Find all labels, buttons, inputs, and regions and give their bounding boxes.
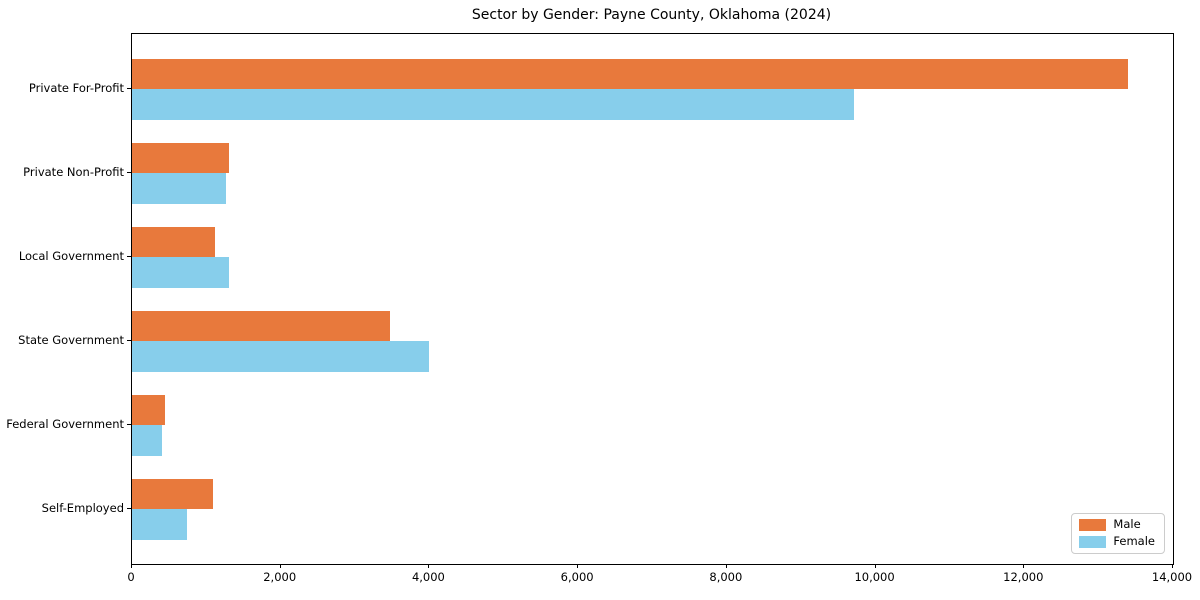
- x-tick-mark: [725, 564, 727, 568]
- legend-label: Male: [1113, 517, 1141, 532]
- x-tick-label: 8,000: [709, 570, 743, 584]
- x-tick-label: 12,000: [1003, 570, 1044, 584]
- x-tick-label: 0: [127, 570, 135, 584]
- y-tick-label: Private Non-Profit: [23, 165, 124, 179]
- x-tick-label: 2,000: [263, 570, 297, 584]
- x-tick-mark: [874, 564, 876, 568]
- bar-female-2: [132, 257, 230, 288]
- legend-entry-female: Female: [1079, 536, 1155, 548]
- x-tick-label: 10,000: [854, 570, 895, 584]
- legend-swatch-male: [1079, 519, 1107, 531]
- bar-male-3: [132, 310, 391, 341]
- x-tick-mark: [1023, 564, 1025, 568]
- y-tick-label: Federal Government: [6, 417, 124, 431]
- x-tick-label: 4,000: [411, 570, 445, 584]
- y-tick-label: State Government: [18, 333, 124, 347]
- y-tick-label: Self-Employed: [41, 501, 124, 515]
- x-tick-mark: [131, 564, 132, 568]
- y-tick-mark: [127, 88, 131, 89]
- y-tick-mark: [127, 172, 131, 173]
- bar-female-4: [132, 425, 162, 456]
- bar-female-1: [132, 173, 227, 204]
- x-tick-mark: [577, 564, 579, 568]
- bar-male-4: [132, 394, 166, 425]
- bar-male-2: [132, 226, 216, 257]
- y-tick-mark: [127, 424, 131, 425]
- legend-swatch-female: [1079, 536, 1107, 548]
- y-tick-mark: [127, 508, 131, 509]
- y-tick-label: Private For-Profit: [28, 81, 124, 95]
- bar-female-5: [132, 509, 188, 540]
- chart-title: Sector by Gender: Payne County, Oklahoma…: [471, 7, 832, 23]
- y-tick-mark: [127, 256, 131, 257]
- legend-label: Female: [1113, 534, 1155, 549]
- x-tick-label: 14,000: [1151, 570, 1193, 584]
- plot-area: Male Female: [131, 33, 1174, 565]
- legend-entry-male: Male: [1079, 519, 1155, 531]
- x-tick-label: 6,000: [560, 570, 594, 584]
- x-tick-mark: [428, 564, 430, 568]
- bar-female-0: [132, 89, 854, 120]
- bar-male-1: [132, 142, 230, 173]
- bar-male-0: [132, 58, 1129, 89]
- x-tick-mark: [279, 564, 281, 568]
- x-tick-mark: [1172, 564, 1173, 568]
- legend: Male Female: [1071, 513, 1165, 554]
- bar-female-3: [132, 341, 429, 372]
- bar-male-5: [132, 478, 214, 509]
- y-tick-mark: [127, 340, 131, 341]
- y-tick-label: Local Government: [18, 249, 124, 263]
